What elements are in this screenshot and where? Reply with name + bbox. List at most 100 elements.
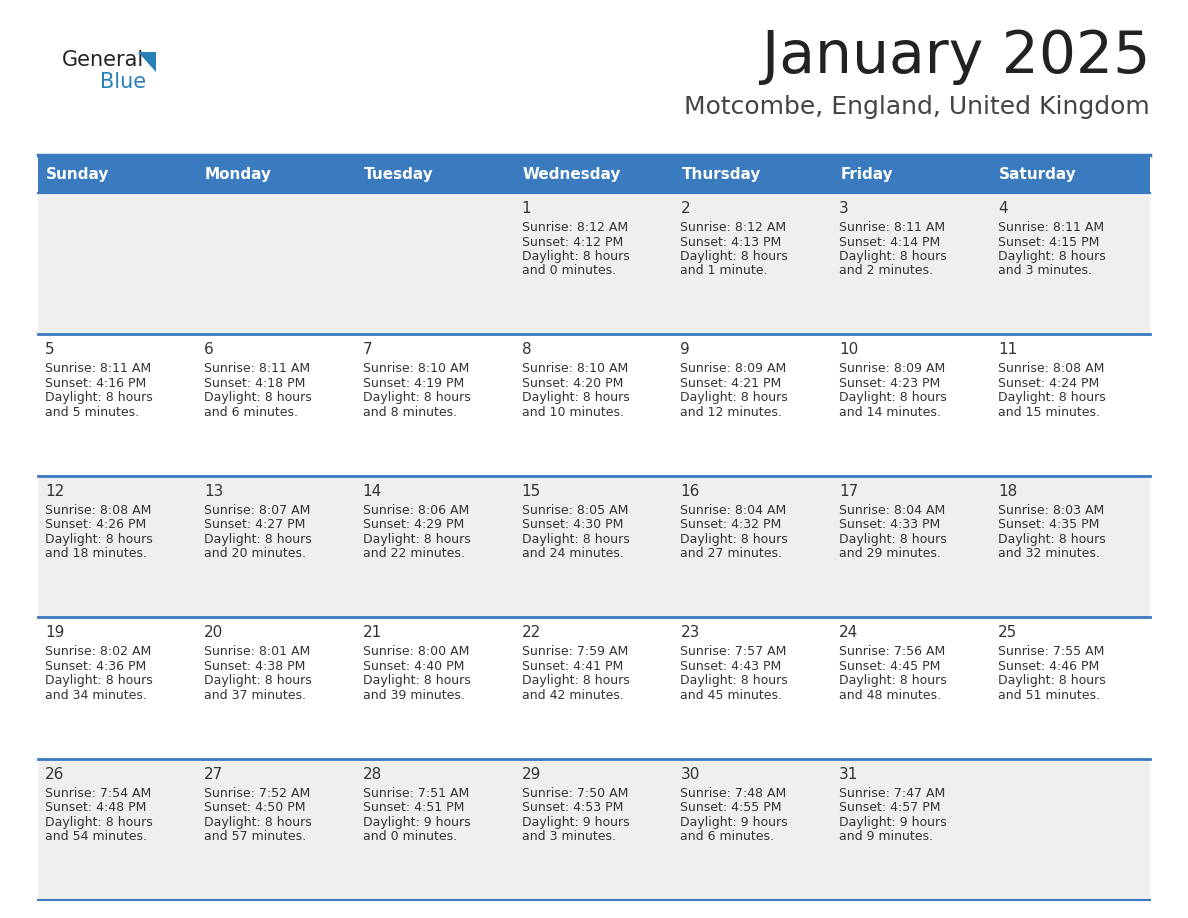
Text: Daylight: 8 hours: Daylight: 8 hours: [204, 815, 311, 829]
Text: Sunset: 4:38 PM: Sunset: 4:38 PM: [204, 660, 305, 673]
Text: and 48 minutes.: and 48 minutes.: [839, 688, 941, 701]
Bar: [197, 155, 355, 193]
Text: Sunset: 4:46 PM: Sunset: 4:46 PM: [998, 660, 1099, 673]
Text: Sunrise: 8:00 AM: Sunrise: 8:00 AM: [362, 645, 469, 658]
Text: 29: 29: [522, 767, 541, 781]
Text: Sunset: 4:12 PM: Sunset: 4:12 PM: [522, 236, 623, 249]
Text: and 0 minutes.: and 0 minutes.: [362, 830, 457, 843]
Text: Sunset: 4:14 PM: Sunset: 4:14 PM: [839, 236, 941, 249]
Text: and 45 minutes.: and 45 minutes.: [681, 688, 783, 701]
Text: 27: 27: [204, 767, 223, 781]
Text: Sunrise: 8:06 AM: Sunrise: 8:06 AM: [362, 504, 469, 517]
Text: Sunrise: 8:11 AM: Sunrise: 8:11 AM: [204, 363, 310, 375]
Text: Daylight: 8 hours: Daylight: 8 hours: [522, 250, 630, 263]
Text: Sunrise: 7:51 AM: Sunrise: 7:51 AM: [362, 787, 469, 800]
Bar: [991, 617, 1150, 758]
Bar: [355, 476, 514, 617]
Text: Sunrise: 8:09 AM: Sunrise: 8:09 AM: [839, 363, 946, 375]
Text: Wednesday: Wednesday: [523, 166, 621, 182]
Text: Sunrise: 7:47 AM: Sunrise: 7:47 AM: [839, 787, 946, 800]
Text: Sunrise: 8:07 AM: Sunrise: 8:07 AM: [204, 504, 310, 517]
Text: 25: 25: [998, 625, 1017, 640]
Bar: [674, 476, 833, 617]
Bar: [674, 155, 833, 193]
Text: Sunset: 4:16 PM: Sunset: 4:16 PM: [45, 377, 146, 390]
Text: Daylight: 8 hours: Daylight: 8 hours: [998, 250, 1106, 263]
Text: Daylight: 8 hours: Daylight: 8 hours: [839, 532, 947, 546]
Bar: [514, 155, 674, 193]
Bar: [991, 155, 1150, 193]
Text: 23: 23: [681, 625, 700, 640]
Text: Sunrise: 8:10 AM: Sunrise: 8:10 AM: [522, 363, 627, 375]
Text: Monday: Monday: [204, 166, 272, 182]
Text: Sunset: 4:40 PM: Sunset: 4:40 PM: [362, 660, 465, 673]
Text: and 51 minutes.: and 51 minutes.: [998, 688, 1100, 701]
Text: 21: 21: [362, 625, 383, 640]
Text: and 14 minutes.: and 14 minutes.: [839, 406, 941, 419]
Text: Sunset: 4:27 PM: Sunset: 4:27 PM: [204, 519, 305, 532]
Text: Sunrise: 8:04 AM: Sunrise: 8:04 AM: [681, 504, 786, 517]
Text: and 8 minutes.: and 8 minutes.: [362, 406, 457, 419]
Text: Daylight: 8 hours: Daylight: 8 hours: [45, 815, 153, 829]
Text: and 6 minutes.: and 6 minutes.: [204, 406, 298, 419]
Text: Sunrise: 8:11 AM: Sunrise: 8:11 AM: [839, 221, 946, 234]
Bar: [355, 193, 514, 334]
Text: and 2 minutes.: and 2 minutes.: [839, 264, 934, 277]
Text: Daylight: 8 hours: Daylight: 8 hours: [362, 391, 470, 405]
Text: 28: 28: [362, 767, 383, 781]
Text: Sunrise: 8:10 AM: Sunrise: 8:10 AM: [362, 363, 469, 375]
Text: 9: 9: [681, 342, 690, 357]
Text: Sunset: 4:48 PM: Sunset: 4:48 PM: [45, 801, 146, 814]
Text: Sunrise: 7:59 AM: Sunrise: 7:59 AM: [522, 645, 627, 658]
Bar: [197, 334, 355, 476]
Text: Daylight: 8 hours: Daylight: 8 hours: [362, 674, 470, 688]
Bar: [514, 758, 674, 900]
Bar: [833, 334, 991, 476]
Text: Sunrise: 8:04 AM: Sunrise: 8:04 AM: [839, 504, 946, 517]
Text: Sunrise: 8:03 AM: Sunrise: 8:03 AM: [998, 504, 1105, 517]
Text: Sunrise: 7:54 AM: Sunrise: 7:54 AM: [45, 787, 151, 800]
Text: Sunset: 4:29 PM: Sunset: 4:29 PM: [362, 519, 465, 532]
Text: Daylight: 8 hours: Daylight: 8 hours: [839, 674, 947, 688]
Text: 7: 7: [362, 342, 372, 357]
Text: Sunset: 4:41 PM: Sunset: 4:41 PM: [522, 660, 623, 673]
Text: 22: 22: [522, 625, 541, 640]
Text: Sunrise: 7:56 AM: Sunrise: 7:56 AM: [839, 645, 946, 658]
Text: Sunrise: 8:11 AM: Sunrise: 8:11 AM: [998, 221, 1105, 234]
Text: Sunrise: 8:09 AM: Sunrise: 8:09 AM: [681, 363, 786, 375]
Bar: [355, 758, 514, 900]
Text: Sunset: 4:50 PM: Sunset: 4:50 PM: [204, 801, 305, 814]
Text: 11: 11: [998, 342, 1017, 357]
Text: 17: 17: [839, 484, 859, 498]
Text: Daylight: 8 hours: Daylight: 8 hours: [204, 532, 311, 546]
Text: Sunset: 4:51 PM: Sunset: 4:51 PM: [362, 801, 465, 814]
Text: 5: 5: [45, 342, 55, 357]
Bar: [355, 617, 514, 758]
Text: Daylight: 8 hours: Daylight: 8 hours: [522, 532, 630, 546]
Text: 2: 2: [681, 201, 690, 216]
Text: and 1 minute.: and 1 minute.: [681, 264, 767, 277]
Text: January 2025: January 2025: [762, 28, 1150, 85]
Bar: [833, 758, 991, 900]
Text: 12: 12: [45, 484, 64, 498]
Text: Sunrise: 8:08 AM: Sunrise: 8:08 AM: [45, 504, 151, 517]
Text: Daylight: 8 hours: Daylight: 8 hours: [839, 250, 947, 263]
Text: Sunset: 4:13 PM: Sunset: 4:13 PM: [681, 236, 782, 249]
Text: Sunset: 4:23 PM: Sunset: 4:23 PM: [839, 377, 941, 390]
Text: Sunset: 4:43 PM: Sunset: 4:43 PM: [681, 660, 782, 673]
Text: and 0 minutes.: and 0 minutes.: [522, 264, 615, 277]
Text: Daylight: 8 hours: Daylight: 8 hours: [681, 674, 788, 688]
Text: Sunrise: 8:01 AM: Sunrise: 8:01 AM: [204, 645, 310, 658]
Text: Thursday: Thursday: [682, 166, 760, 182]
Text: and 5 minutes.: and 5 minutes.: [45, 406, 139, 419]
Text: 16: 16: [681, 484, 700, 498]
Text: and 10 minutes.: and 10 minutes.: [522, 406, 624, 419]
Text: Sunset: 4:18 PM: Sunset: 4:18 PM: [204, 377, 305, 390]
Text: Sunset: 4:33 PM: Sunset: 4:33 PM: [839, 519, 941, 532]
Text: Sunset: 4:19 PM: Sunset: 4:19 PM: [362, 377, 465, 390]
Bar: [674, 617, 833, 758]
Bar: [38, 758, 197, 900]
Text: Tuesday: Tuesday: [364, 166, 434, 182]
Bar: [514, 476, 674, 617]
Text: 10: 10: [839, 342, 859, 357]
